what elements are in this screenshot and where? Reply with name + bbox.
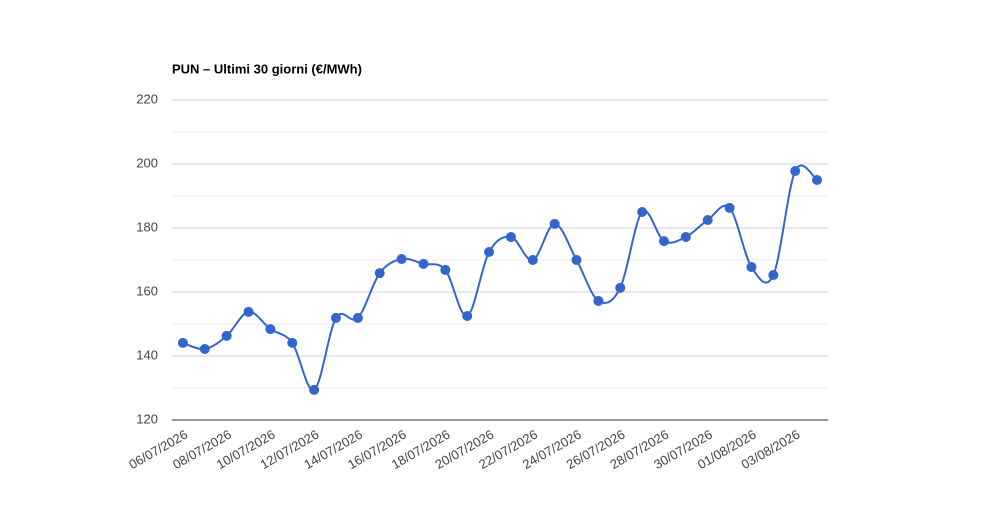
point — [768, 270, 779, 281]
point — [462, 311, 473, 321]
point — [746, 262, 757, 273]
point — [396, 254, 407, 265]
point — [593, 295, 604, 306]
point — [352, 312, 363, 323]
y-tick-label: 200 — [136, 155, 158, 170]
point — [243, 306, 254, 317]
y-tick-label: 180 — [136, 219, 158, 234]
y-tick-label: 140 — [136, 347, 158, 362]
point — [637, 207, 648, 217]
y-tick-label: 160 — [136, 283, 158, 298]
chart-title: PUN – Ultimi 30 giorni (€/MWh) — [172, 61, 362, 76]
point — [221, 330, 232, 341]
point — [615, 282, 626, 293]
point — [790, 166, 801, 177]
point — [177, 337, 188, 348]
point — [812, 175, 823, 185]
point — [484, 247, 495, 257]
point — [199, 343, 210, 354]
point — [374, 268, 385, 279]
point — [265, 324, 276, 335]
point — [702, 215, 713, 225]
y-tick-label: 120 — [136, 411, 158, 426]
point — [571, 255, 582, 265]
point — [505, 231, 516, 242]
point — [309, 384, 320, 395]
point — [659, 236, 669, 247]
point — [287, 337, 298, 348]
point — [680, 231, 691, 242]
y-tick-label: 220 — [136, 91, 158, 106]
point — [418, 258, 429, 269]
point — [527, 255, 538, 265]
line — [182, 164, 818, 391]
point — [549, 218, 560, 229]
point — [331, 312, 341, 323]
point — [724, 202, 735, 213]
point — [440, 264, 451, 275]
